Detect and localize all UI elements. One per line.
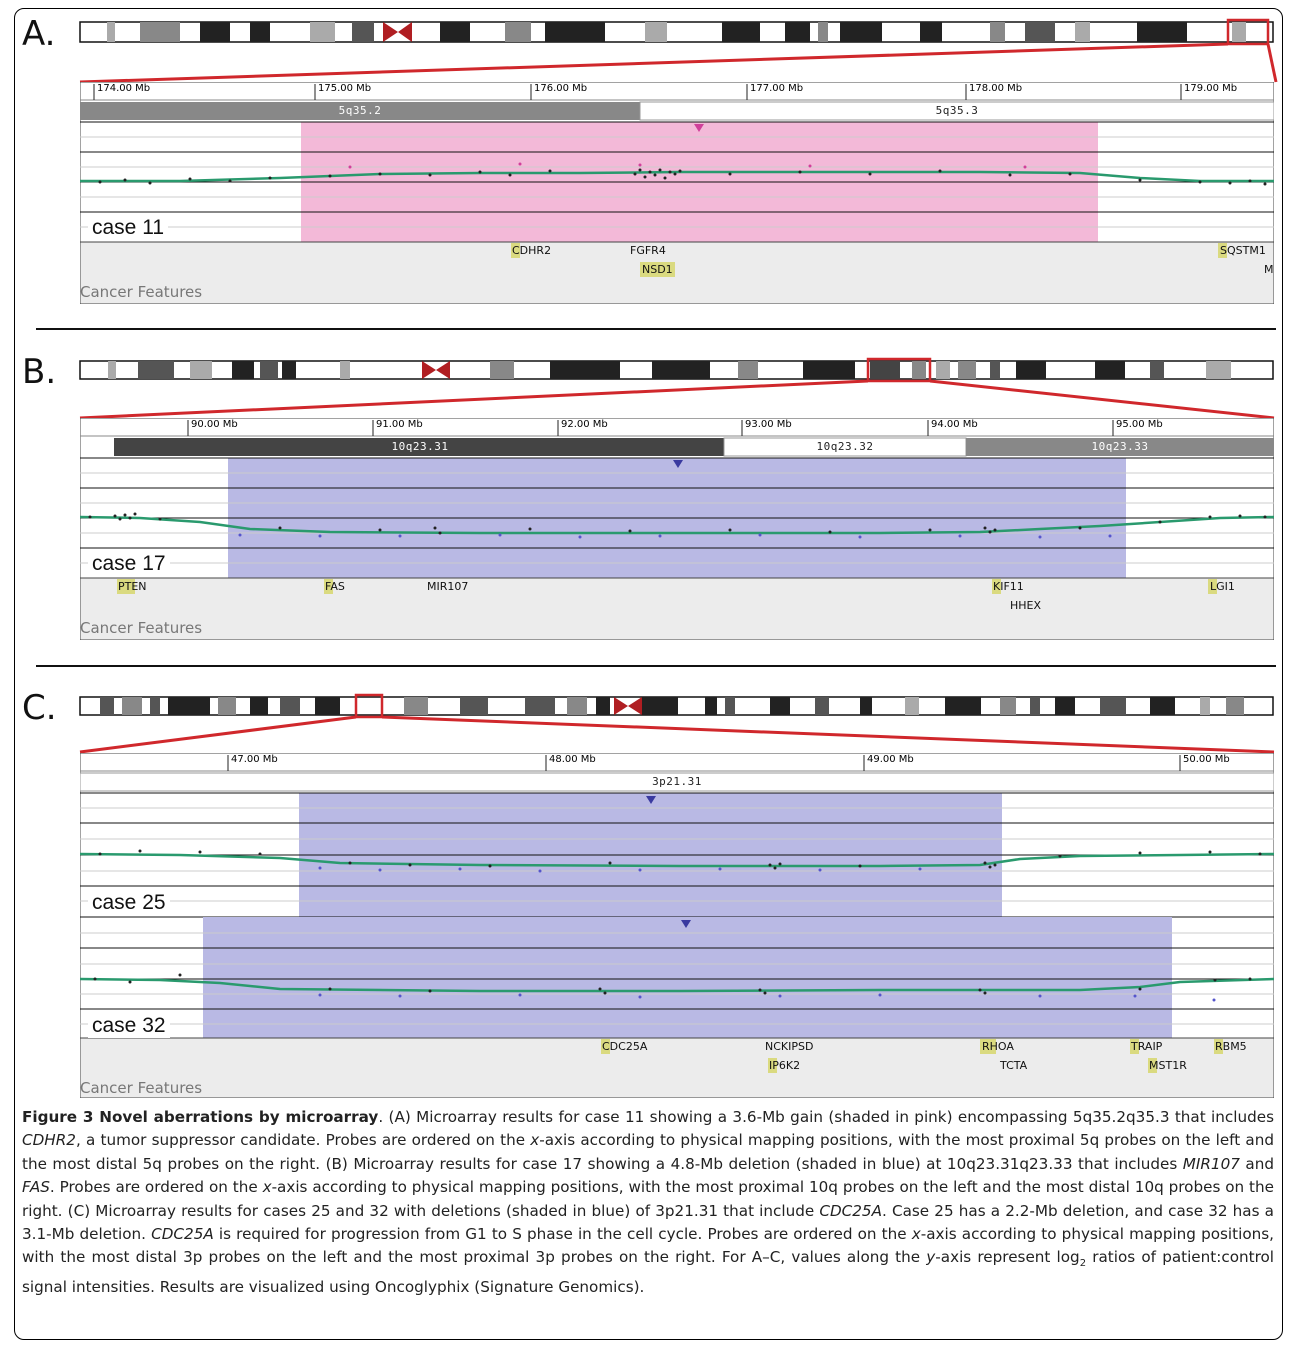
panel-letter: C. (22, 688, 57, 728)
mb-label: 178.00 Mb (969, 83, 1023, 94)
gene-label: NSD1 (642, 263, 673, 276)
gene-highlight (640, 262, 675, 277)
gene-label: PTEN (118, 580, 147, 593)
browser-graphics (80, 82, 1274, 304)
gene-label: IP6K2 (769, 1059, 801, 1072)
mb-label: 176.00 Mb (534, 83, 588, 94)
mb-label: 91.00 Mb (376, 419, 423, 430)
gene-label: HHEX (1010, 599, 1042, 612)
mb-label: 175.00 Mb (318, 83, 372, 94)
gene-highlight (1208, 579, 1217, 594)
mb-label: 92.00 Mb (561, 419, 608, 430)
case-label: case 32 (88, 1014, 170, 1038)
mb-label: 94.00 Mb (931, 419, 978, 430)
gene-label: TCTA (1000, 1059, 1028, 1072)
gene-label: M (1264, 263, 1274, 276)
mb-label: 47.00 Mb (231, 754, 278, 765)
gene-highlight (324, 579, 333, 594)
panel-divider (36, 328, 1276, 330)
mb-label: 174.00 Mb (97, 83, 151, 94)
band-label: 10q23.31 (391, 440, 449, 453)
case-label: case 25 (88, 891, 170, 915)
chromosome-ideogram (79, 18, 1278, 84)
gene-label: FGFR4 (630, 244, 666, 257)
mb-label: 50.00 Mb (1183, 754, 1230, 765)
mb-label: 179.00 Mb (1184, 83, 1238, 94)
mb-label: 90.00 Mb (191, 419, 238, 430)
gene-label: RBM5 (1215, 1040, 1247, 1053)
band-label: 5q35.2 (338, 104, 382, 117)
probe-points (98, 168, 1267, 186)
chromosome-ideogram (79, 693, 1275, 754)
caption-title: Figure 3 Novel aberrations by microarray (22, 1108, 379, 1126)
gene-highlight (1148, 1058, 1157, 1073)
panel-divider (36, 665, 1276, 667)
cancer-features-label: Cancer Features (80, 1079, 203, 1097)
browser-graphics (80, 418, 1274, 640)
mb-label: 177.00 Mb (750, 83, 804, 94)
case-label: case 17 (88, 552, 170, 576)
band-label: 5q35.3 (935, 104, 979, 117)
band-label: 10q23.33 (1091, 440, 1149, 453)
band-label: 10q23.32 (816, 440, 874, 453)
gene-label: MST1R (1149, 1059, 1187, 1072)
gene-highlight (511, 243, 520, 258)
panel-letter: B. (22, 352, 57, 392)
gene-highlight (1214, 1039, 1223, 1054)
gene-highlight (768, 1058, 777, 1073)
figure-frame (14, 8, 1283, 1340)
cancer-features-label: Cancer Features (80, 619, 203, 637)
mb-label: 95.00 Mb (1116, 419, 1163, 430)
genome-browser-a: 174.00 Mb 175.00 Mb 176.00 Mb 177.00 Mb … (80, 82, 1274, 304)
band-label: 3p21.31 (652, 775, 702, 788)
chromosome-ideogram (79, 357, 1275, 420)
cancer-features-label: Cancer Features (80, 283, 203, 301)
gene-highlight (1218, 243, 1227, 258)
genome-browser-b: 90.00 Mb 91.00 Mb 92.00 Mb 93.00 Mb 94.0… (80, 418, 1274, 640)
gene-label: RHOA (982, 1040, 1014, 1053)
gene-highlight (601, 1039, 610, 1054)
gene-highlight (117, 579, 135, 594)
gene-label: TRAIP (1131, 1040, 1163, 1053)
gene-highlight (992, 579, 1001, 594)
mb-label: 48.00 Mb (549, 754, 596, 765)
gene-label: KIF11 (993, 580, 1024, 593)
figure-caption: Figure 3 Novel aberrations by microarray… (22, 1108, 1274, 1296)
gene-highlight (980, 1039, 996, 1054)
gene-label: CDC25A (602, 1040, 648, 1053)
case-label: case 11 (88, 216, 168, 240)
gene-highlight (1130, 1039, 1139, 1054)
gene-label: NCKIPSD (765, 1040, 814, 1053)
genome-browser-c: 47.00 Mb 48.00 Mb 49.00 Mb 50.00 Mb 3p21… (80, 753, 1274, 1098)
gene-label: MIR107 (427, 580, 469, 593)
mb-label: 49.00 Mb (867, 754, 914, 765)
panel-letter: A. (22, 14, 56, 54)
mb-label: 93.00 Mb (745, 419, 792, 430)
gene-label: SQSTM1 (1220, 244, 1266, 257)
gene-label: CDHR2 (512, 244, 552, 257)
browser-graphics (80, 753, 1274, 1098)
gene-label: FAS (325, 580, 345, 593)
gene-label: LGI1 (1210, 580, 1235, 593)
